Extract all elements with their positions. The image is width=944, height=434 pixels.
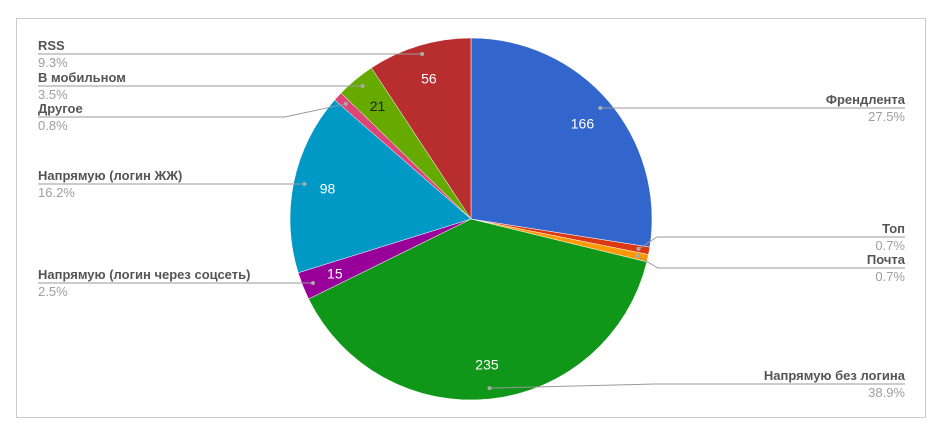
- slice-name-label: RSS: [38, 38, 65, 53]
- slice-percent-label: 38.9%: [868, 385, 905, 400]
- pie-slice: [470, 37, 653, 248]
- slice-name-label: В мобильном: [38, 70, 126, 85]
- slice-name-label: Напрямую (логин ЖЖ): [38, 168, 182, 183]
- slice-name-label: Напрямую без логина: [764, 368, 906, 383]
- leader-dot: [420, 52, 425, 56]
- slice-percent-label: 3.5%: [38, 87, 68, 102]
- slice-name-label: Топ: [882, 221, 905, 236]
- slice-value-label: 15: [327, 265, 343, 281]
- slice-percent-label: 9.3%: [38, 55, 68, 70]
- slice-percent-label: 27.5%: [868, 109, 905, 124]
- slice-value-label: 166: [571, 116, 595, 132]
- slice-name-label: Напрямую (логин через соцсеть): [38, 267, 250, 282]
- leader-dot: [302, 182, 307, 186]
- leader-dot: [343, 101, 348, 106]
- leader-dot: [636, 246, 641, 251]
- slice-percent-label: 0.7%: [875, 269, 905, 284]
- slice-name-label: Другое: [38, 101, 83, 116]
- leader-dot: [598, 106, 603, 110]
- slice-value-label: 235: [475, 357, 499, 373]
- slice-value-label: 56: [421, 71, 437, 87]
- slice-value-label: 21: [370, 98, 386, 114]
- slice-name-label: Френдлента: [826, 92, 906, 107]
- slice-value-label: 98: [320, 181, 336, 197]
- leader-line: [489, 383, 905, 389]
- pie-slice: [289, 99, 472, 274]
- leader-dot: [310, 281, 315, 285]
- leader-dot: [360, 84, 365, 88]
- leader-line: [38, 103, 346, 118]
- chart-frame: [16, 18, 926, 418]
- pie-slice: [371, 37, 472, 220]
- leader-dot: [635, 253, 640, 258]
- slice-percent-label: 0.7%: [875, 238, 905, 253]
- pie-slice: [308, 218, 648, 401]
- slice-percent-label: 0.8%: [38, 118, 68, 133]
- slice-percent-label: 2.5%: [38, 284, 68, 299]
- slice-name-label: Почта: [867, 252, 906, 267]
- leader-line: [638, 236, 905, 250]
- slice-percent-label: 16.2%: [38, 185, 75, 200]
- leader-line: [636, 255, 905, 269]
- leader-dot: [487, 386, 492, 391]
